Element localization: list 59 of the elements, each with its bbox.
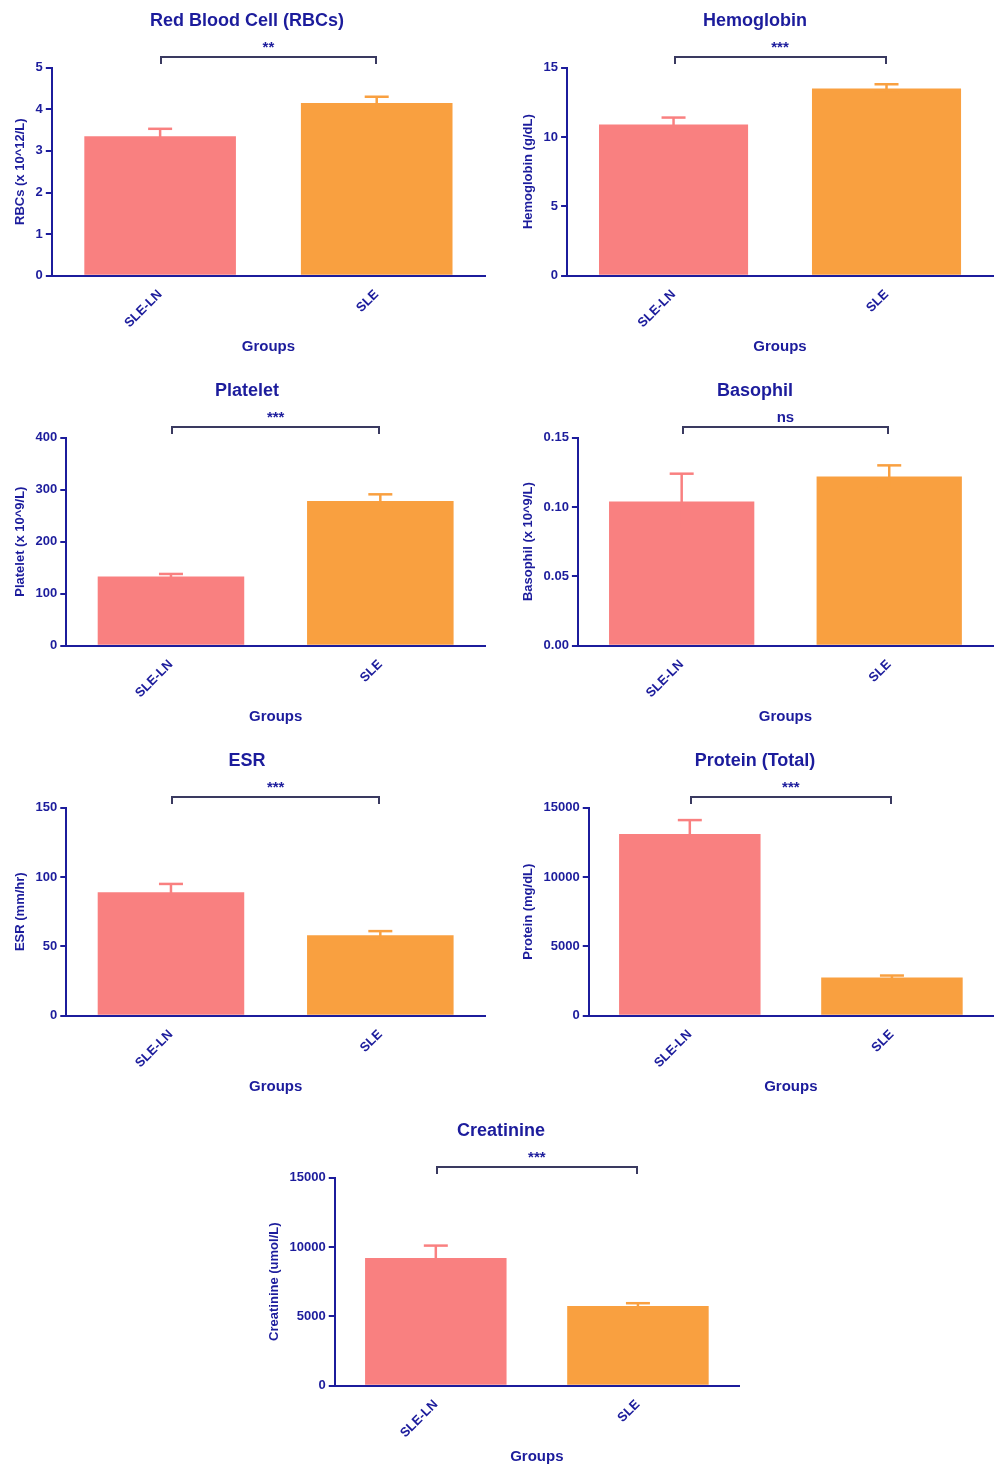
chart-title: Red Blood Cell (RBCs) <box>149 9 345 30</box>
text: *** <box>266 777 285 795</box>
y-tick-label: 0 <box>572 1007 580 1023</box>
y-tick-label: 10000 <box>543 868 580 884</box>
chart-title: Creatinine <box>456 1119 546 1140</box>
y-tick-label: 0 <box>550 267 559 283</box>
chart-title: Platelet <box>214 379 280 400</box>
x-axis-title: Groups <box>753 337 807 355</box>
x-axis-title: Groups <box>241 337 296 355</box>
y-tick-label: 5000 <box>550 937 580 953</box>
y-tick-label: 5000 <box>296 1307 326 1323</box>
y-tick-label: 0 <box>35 267 43 283</box>
y-tick-label: 150 <box>35 799 58 815</box>
y-tick-label: 300 <box>35 481 58 497</box>
text: *** <box>266 407 285 425</box>
x-axis-title: Groups <box>248 1077 303 1095</box>
y-axis-title: Platelet (x 10^9/L) <box>12 486 28 597</box>
y-tick-label: 4 <box>35 100 44 116</box>
text: *** <box>528 1147 546 1165</box>
text: ** <box>262 37 275 55</box>
y-axis-title: Basophil (x 10^9/L) <box>520 482 536 602</box>
y-tick-label: 10 <box>543 128 559 144</box>
y-tick-label: 2 <box>35 184 43 200</box>
chart-title: Hemoglobin <box>703 9 807 30</box>
y-tick-label: 0.00 <box>543 637 569 653</box>
y-axis-title: RBCs (x 10^12/L) <box>12 118 28 225</box>
y-tick-label: 100 <box>35 868 58 884</box>
y-tick-label: 0 <box>50 637 58 653</box>
y-tick-label: 5 <box>35 59 43 75</box>
y-tick-label: 200 <box>35 533 58 549</box>
y-tick-label: 50 <box>42 937 58 953</box>
x-axis-title: Groups <box>764 1077 818 1095</box>
y-tick-label: 15000 <box>543 799 580 815</box>
y-axis-title: Protein (mg/dL) <box>520 863 536 960</box>
chart-title: Protein (Total) <box>694 749 816 770</box>
y-tick-label: 10000 <box>289 1238 326 1254</box>
y-tick-label: 0 <box>50 1007 58 1023</box>
x-axis-title: Groups <box>510 1447 564 1465</box>
chart-title: ESR <box>228 749 266 770</box>
y-axis-title: ESR (mm/hr) <box>12 872 28 952</box>
y-tick-label: 5 <box>550 197 559 213</box>
y-tick-label: 1 <box>35 225 43 241</box>
y-tick-label: 0.05 <box>543 567 569 583</box>
text: *** <box>782 777 800 795</box>
y-tick-label: 3 <box>35 142 43 158</box>
y-tick-label: 15 <box>543 59 559 75</box>
y-tick-label: 0.15 <box>543 429 569 445</box>
text: *** <box>771 37 789 55</box>
y-tick-label: 0.10 <box>543 498 569 514</box>
y-tick-label: 100 <box>35 585 58 601</box>
y-tick-label: 400 <box>35 429 58 445</box>
y-tick-label: 0 <box>318 1377 326 1393</box>
x-axis-title: Groups <box>248 707 303 725</box>
y-tick-label: 15000 <box>289 1169 326 1185</box>
chart-title: Basophil <box>716 379 794 400</box>
y-axis-title: Hemoglobin (g/dL) <box>520 114 536 230</box>
y-axis-title: Creatinine (umol/L) <box>266 1222 282 1341</box>
text: ns <box>776 407 795 425</box>
x-axis-title: Groups <box>758 707 813 725</box>
